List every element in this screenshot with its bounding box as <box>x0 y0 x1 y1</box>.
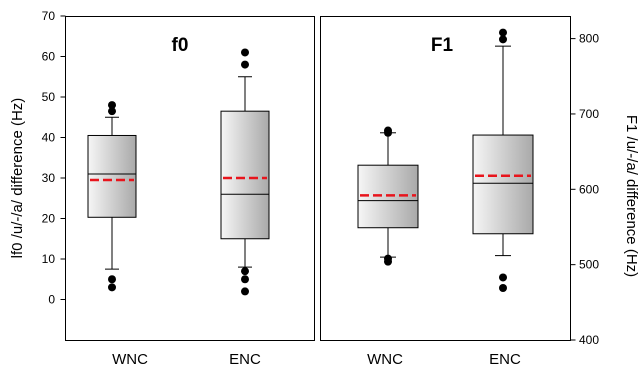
f0-y-tick-label: 10 <box>42 252 56 266</box>
f1-y-tick-label: 400 <box>579 333 599 347</box>
box-body <box>472 134 534 235</box>
box-body <box>220 110 270 240</box>
f0-boxes <box>87 48 270 296</box>
outlier-point <box>241 267 249 276</box>
outlier-point <box>108 107 116 116</box>
outlier-point <box>241 275 249 284</box>
f1-plot-frame <box>320 16 571 341</box>
f1-y-tick-label: 500 <box>579 258 599 272</box>
f0-box-wnc <box>87 101 137 292</box>
outlier-point <box>241 287 249 296</box>
outlier-point <box>108 283 116 292</box>
f0-y-axis: 0 10 20 30 40 50 60 70 <box>42 9 66 307</box>
f0-panel: 0 10 20 30 40 50 60 70 f0 lf0 /u/-/a/ differenc… <box>9 9 315 368</box>
f0-y-tick-label: 30 <box>42 171 56 185</box>
f0-box-enc <box>220 48 270 296</box>
outlier-point <box>384 254 392 263</box>
f1-category-wnc: WNC <box>367 351 403 368</box>
f0-y-tick-label: 40 <box>42 131 56 145</box>
outlier-point <box>241 60 249 69</box>
f0-category-wnc: WNC <box>112 351 148 368</box>
f1-box-enc <box>472 28 534 293</box>
f1-y-axis: 400 500 600 700 800 <box>570 32 599 347</box>
outlier-point <box>384 126 392 135</box>
f1-panel: 400 500 600 700 800 F1 F1 /u/-/a/ difference… <box>320 16 640 368</box>
box-body <box>87 134 137 218</box>
outlier-point <box>241 48 249 57</box>
f0-y-axis-label: lf0 /u/-/a/ difference (Hz) <box>9 98 26 259</box>
f1-y-tick-label: 600 <box>579 182 599 196</box>
outlier-point <box>108 275 116 284</box>
outlier-point <box>499 35 507 44</box>
f0-y-tick-label: 0 <box>48 293 55 307</box>
f1-panel-title: F1 <box>431 35 454 56</box>
outlier-point <box>499 273 507 282</box>
outlier-point <box>499 284 507 293</box>
f0-y-tick-label: 70 <box>42 9 56 23</box>
f0-y-tick-label: 60 <box>42 50 56 64</box>
f1-y-tick-label: 800 <box>579 32 599 46</box>
outlier-point <box>108 101 116 110</box>
f1-y-tick-label: 700 <box>579 107 599 121</box>
f1-y-axis-label: F1 /u/-/a/ difference (Hz) <box>623 115 640 277</box>
f0-category-enc: ENC <box>229 351 261 368</box>
f1-category-enc: ENC <box>489 351 521 368</box>
f0-y-tick-label: 20 <box>42 212 56 226</box>
f0-panel-title: f0 <box>172 35 189 56</box>
outlier-point <box>499 28 507 37</box>
f1-boxes <box>357 28 534 293</box>
f0-y-tick-label: 50 <box>42 90 56 104</box>
f1-box-wnc <box>357 126 419 266</box>
